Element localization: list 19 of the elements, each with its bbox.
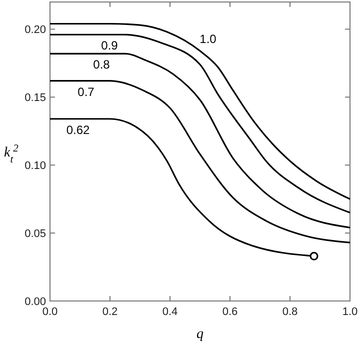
x-tick-label: 0.6 [222,306,238,318]
y-tick-label: 0.05 [24,228,46,240]
line-series [49,80,351,244]
series-label: 0.7 [78,84,95,99]
y-tick-label: 0.10 [24,160,46,172]
series-label: 0.8 [93,58,110,72]
x-axis-title: q [196,327,204,342]
x-tick-label: 0.8 [282,306,298,318]
x-tick-label: 0.2 [102,306,118,318]
y-tick-label: 0.15 [24,92,46,104]
series-label: 0.9 [101,38,118,53]
x-tick-label: 0.4 [162,306,178,318]
series-label: 0.62 [66,122,90,137]
x-tick-label: 1.0 [342,306,358,318]
y-tick-label: 0.20 [24,24,46,36]
y-tick-label: 0.00 [24,296,46,308]
line-series [49,52,351,228]
x-tick-label: 0.0 [42,306,58,318]
series-label: 1.0 [200,32,217,46]
